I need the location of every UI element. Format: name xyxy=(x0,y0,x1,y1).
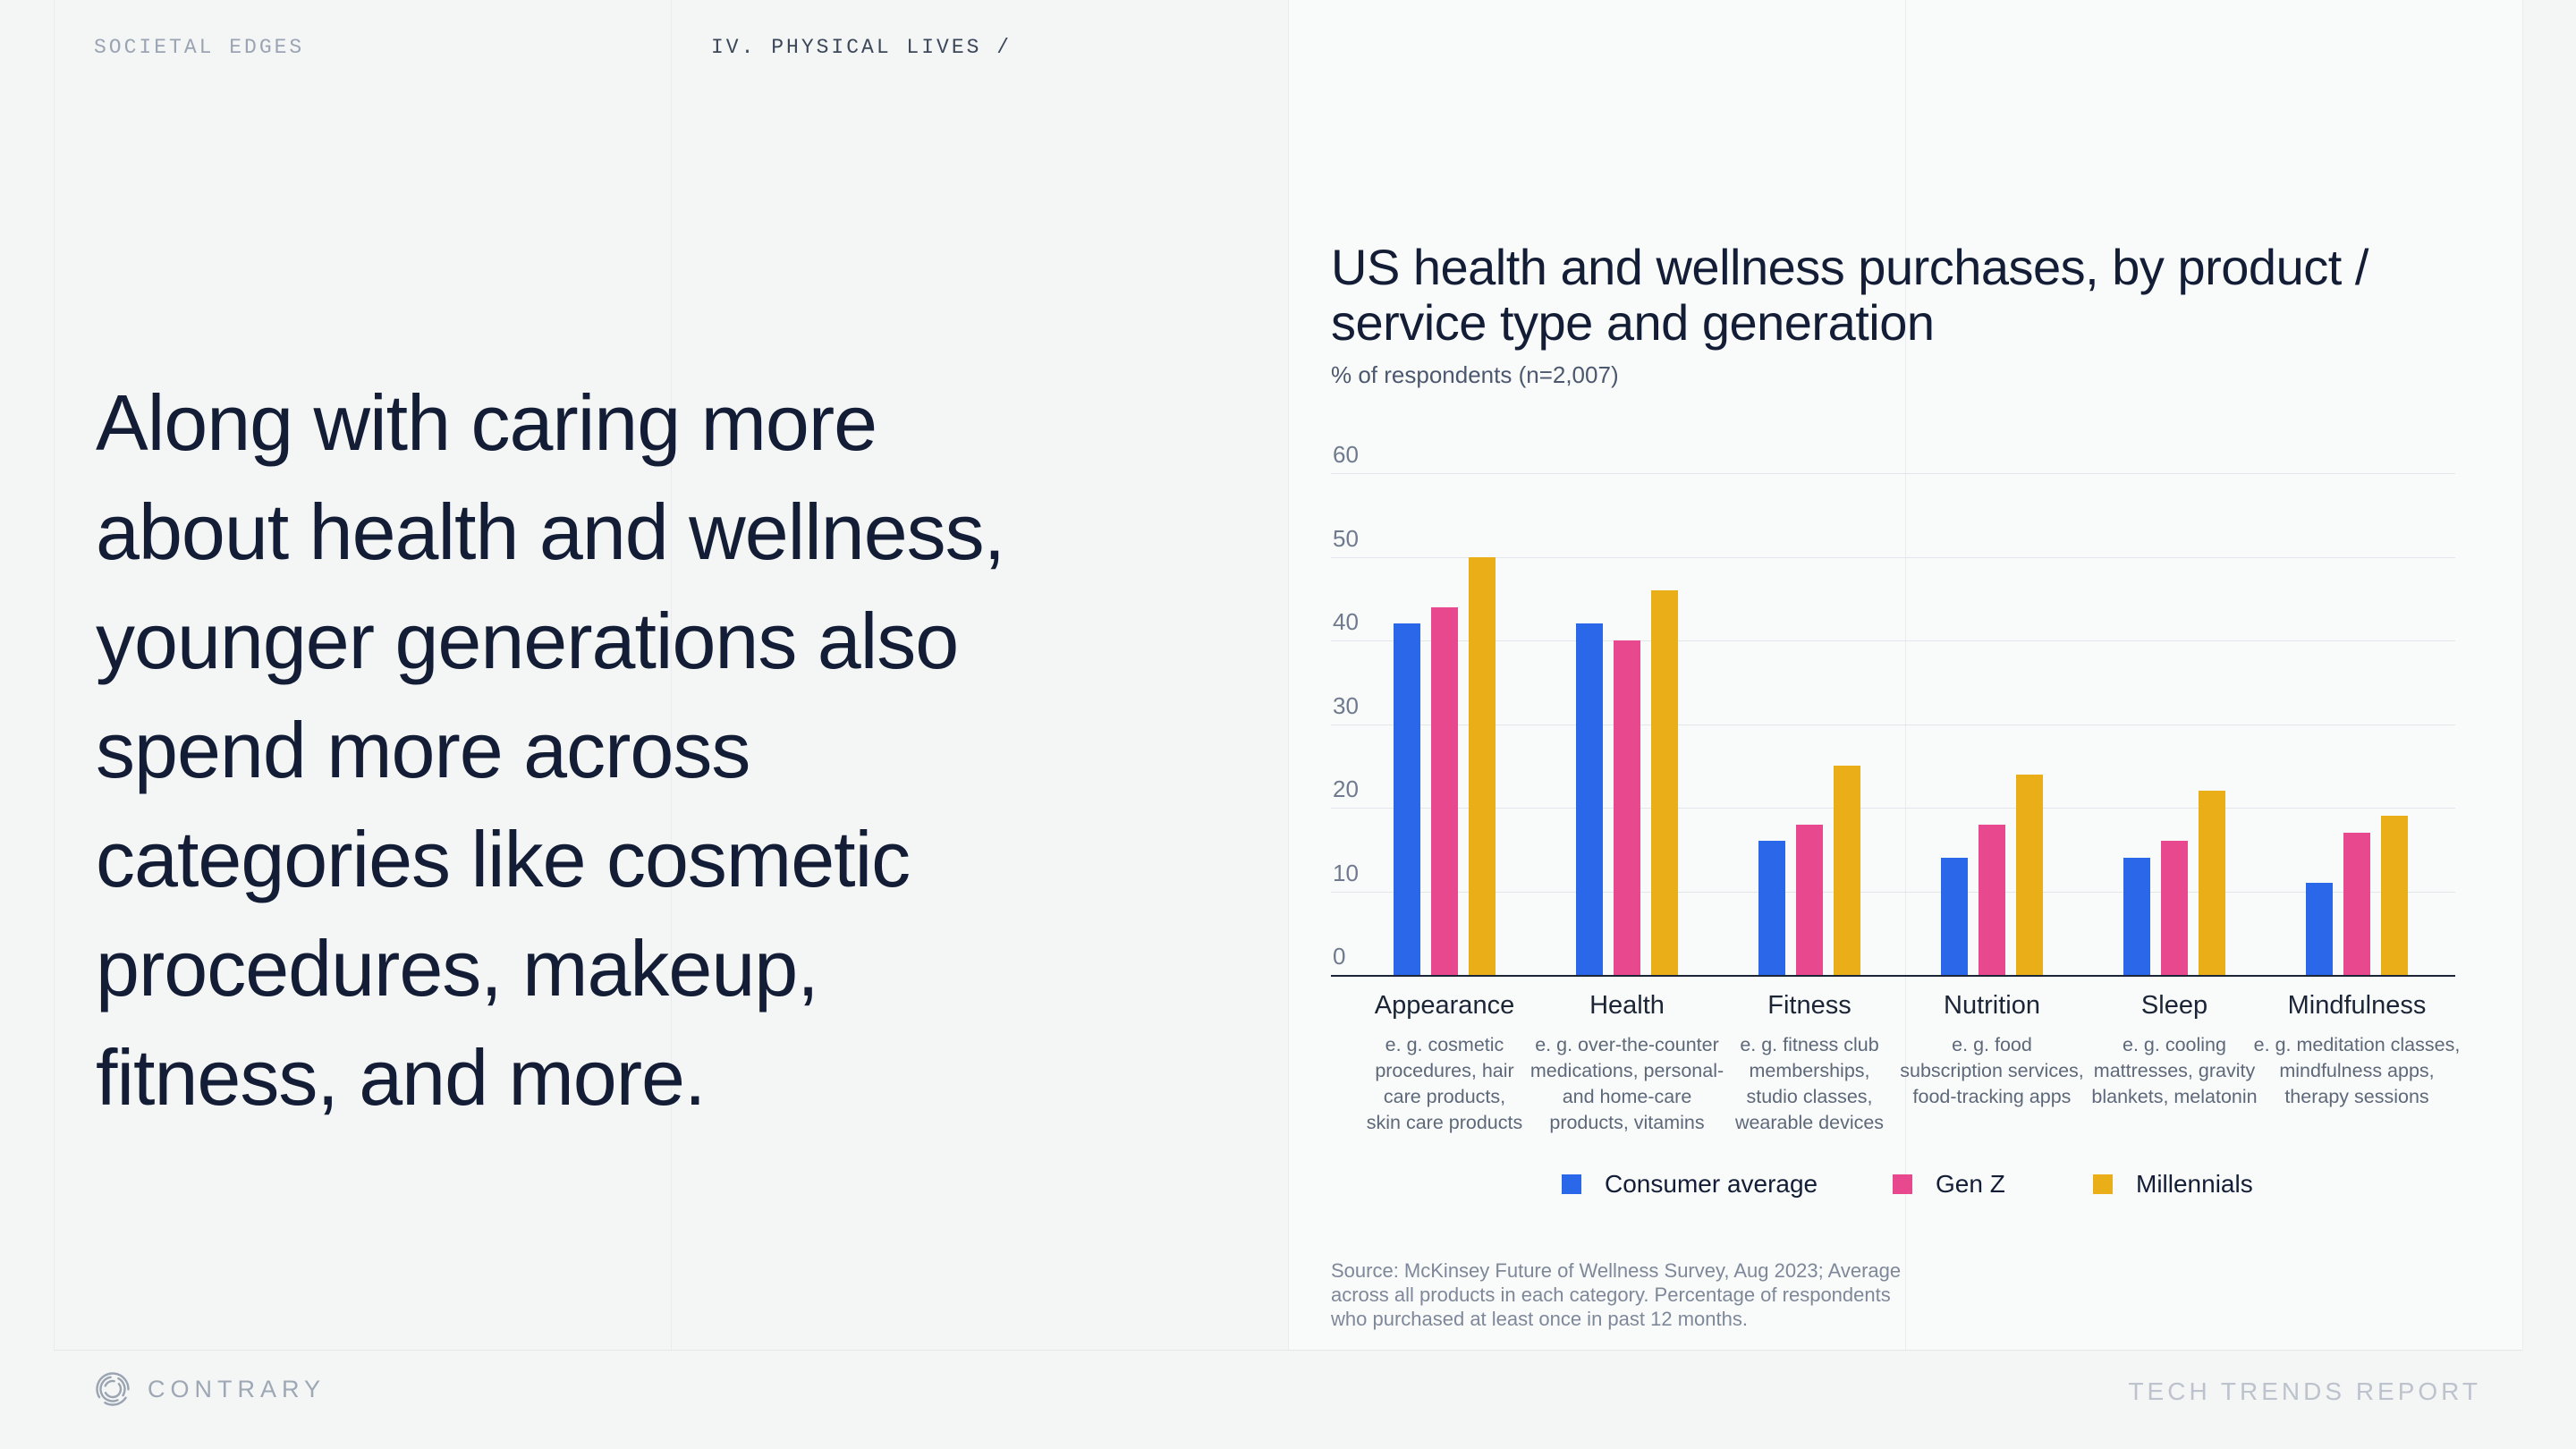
brand-wordmark: CONTRARY xyxy=(148,1375,326,1402)
grid-vline xyxy=(2522,0,2523,1350)
x-axis-line xyxy=(1331,975,2455,977)
y-tick-label: 0 xyxy=(1333,943,1346,970)
y-tick-label: 10 xyxy=(1333,859,1359,886)
grid-vline xyxy=(1288,0,1289,1350)
category-description-mindfulness: e. g. meditation classes, mindfulness ap… xyxy=(2253,1034,2461,1107)
legend-item-millennials: Millennials xyxy=(2093,1170,2253,1199)
footer-divider xyxy=(54,1350,2522,1351)
category-description-nutrition: e. g. food subscription services, food-t… xyxy=(1900,1034,2084,1107)
grid-vline xyxy=(1905,0,1906,1350)
bar-consumer-average-health xyxy=(1576,623,1603,975)
category-description-sleep: e. g. cooling mattresses, gravity blanke… xyxy=(2091,1034,2258,1107)
bar-gen-z-nutrition xyxy=(1979,824,2005,975)
y-tick-label: 50 xyxy=(1333,524,1359,552)
y-gridline xyxy=(1331,640,2455,641)
legend-swatch xyxy=(1893,1174,1912,1194)
bar-millennials-appearance xyxy=(1469,556,1496,975)
y-gridline xyxy=(1331,724,2455,725)
grid-vline xyxy=(54,0,55,1350)
y-tick-label: 40 xyxy=(1333,608,1359,635)
legend-item-consumer-average: Consumer average xyxy=(1562,1170,1818,1199)
bar-consumer-average-appearance xyxy=(1394,623,1420,975)
chart: US health and wellness purchases, by pro… xyxy=(1331,240,2522,1349)
bar-consumer-average-mindfulness xyxy=(2306,883,2333,975)
category-label-appearance: Appearance xyxy=(1374,991,1515,1020)
category-label-sleep: Sleep xyxy=(2140,991,2208,1020)
legend-label: Consumer average xyxy=(1605,1170,1818,1198)
bar-millennials-health xyxy=(1651,589,1678,975)
report-title: TECH TRENDS REPORT xyxy=(2128,1377,2481,1405)
y-tick-label: 60 xyxy=(1333,441,1359,468)
chart-source: Source: McKinsey Future of Wellness Surv… xyxy=(1331,1259,1902,1330)
category-description-appearance: e. g. cosmetic procedures, hair care pro… xyxy=(1366,1034,1523,1133)
bar-consumer-average-nutrition xyxy=(1941,858,1968,975)
chart-title: US health and wellness purchases, by pro… xyxy=(1331,239,2368,351)
y-gridline xyxy=(1331,808,2455,809)
category-label-fitness: Fitness xyxy=(1767,991,1852,1020)
bar-gen-z-health xyxy=(1614,640,1640,975)
contrary-logo-icon xyxy=(96,1372,130,1406)
y-gridline xyxy=(1331,473,2455,474)
legend-swatch xyxy=(1562,1174,1581,1194)
bar-gen-z-fitness xyxy=(1796,824,1823,975)
legend-label: Millennials xyxy=(2136,1170,2253,1198)
bar-millennials-nutrition xyxy=(2016,774,2043,975)
brand-logo: CONTRARY xyxy=(94,1370,326,1408)
bar-consumer-average-fitness xyxy=(1758,841,1785,975)
kicker-societal-edges: SOCIETAL EDGES xyxy=(94,36,305,59)
y-tick-label: 20 xyxy=(1333,775,1359,802)
y-tick-label: 30 xyxy=(1333,691,1359,719)
category-label-nutrition: Nutrition xyxy=(1944,991,2040,1020)
main-statement: Along with caring more about health and … xyxy=(96,378,1005,1122)
y-gridline xyxy=(1331,556,2455,558)
bar-millennials-mindfulness xyxy=(2381,816,2408,975)
legend-label: Gen Z xyxy=(1936,1170,2005,1198)
category-label-mindfulness: Mindfulness xyxy=(2287,991,2427,1020)
category-description-fitness: e. g. fitness club memberships, studio c… xyxy=(1734,1034,1885,1133)
kicker-section: IV. PHYSICAL LIVES / xyxy=(711,36,1013,59)
bar-gen-z-mindfulness xyxy=(2343,833,2370,975)
category-description-health: e. g. over-the-counter medications, pers… xyxy=(1530,1034,1724,1133)
y-gridline xyxy=(1331,891,2455,893)
bar-gen-z-appearance xyxy=(1431,606,1458,975)
bar-millennials-sleep xyxy=(2199,791,2225,975)
chart-subtitle: % of respondents (n=2,007) xyxy=(1331,361,1619,388)
bar-consumer-average-sleep xyxy=(2123,858,2150,975)
bar-gen-z-sleep xyxy=(2161,841,2188,975)
grid-vline xyxy=(671,0,672,1350)
category-label-health: Health xyxy=(1589,991,1665,1020)
bar-millennials-fitness xyxy=(1834,766,1860,975)
legend-swatch xyxy=(2093,1174,2113,1194)
legend-item-gen-z: Gen Z xyxy=(1893,1170,2005,1199)
